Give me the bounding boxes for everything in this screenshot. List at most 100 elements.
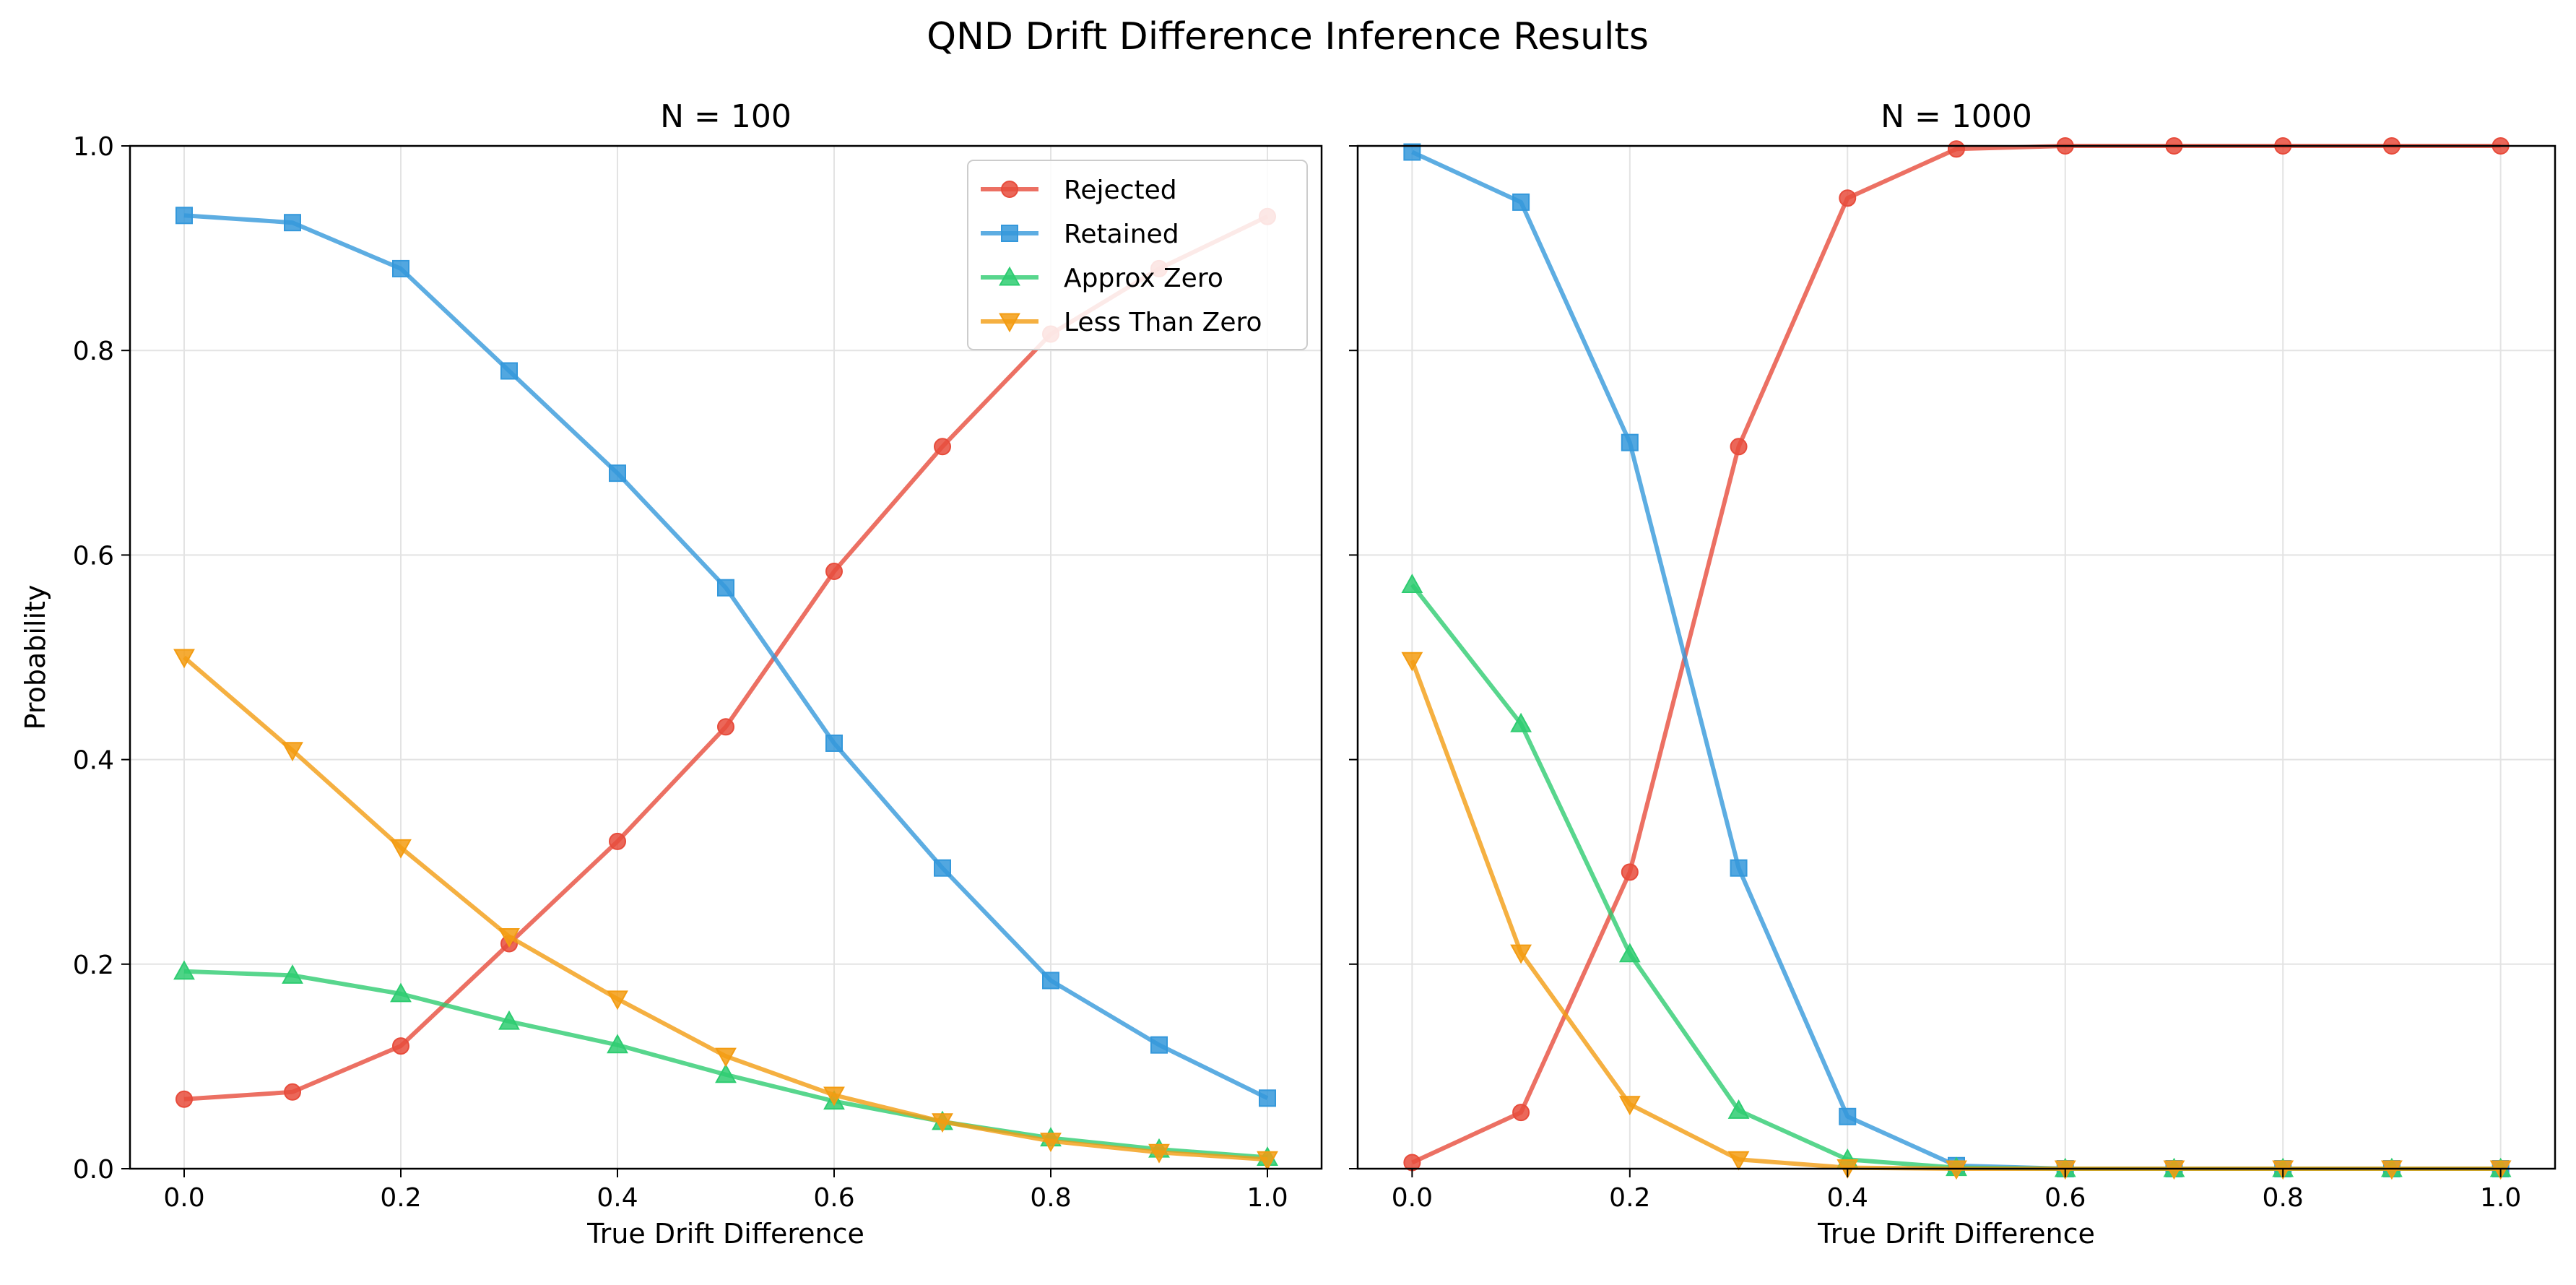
x-tick-label: 0.0 [1392,1183,1433,1213]
data-point [1042,972,1059,990]
data-point [1512,193,1530,211]
legend-label: Rejected [1064,176,1177,205]
data-point [609,832,626,850]
y-tick-label: 0.0 [73,1155,114,1185]
data-point [1510,944,1532,964]
data-point [175,1090,193,1108]
data-point [825,563,843,581]
legend-box [967,160,1308,350]
y-tick-label: 0.2 [73,951,114,980]
x-axis-label: True Drift Difference [586,1218,864,1250]
data-point [607,990,628,1011]
data-point [173,960,195,980]
data-point [823,1086,845,1107]
panel-1: 0.0 0.2 0.4 0.6 0.8 1.0 N = 1000 True Drift Dif… [1349,98,2557,1250]
data-point [934,438,951,456]
x-tick-label: 1.0 [1246,1183,1288,1213]
data-point [390,982,412,1003]
axes-frame [1356,144,2557,1170]
data-point [392,259,409,277]
grid [130,145,1322,1169]
data-point [717,718,734,736]
x-tick-label: 0.0 [163,1183,204,1213]
data-point [282,742,303,762]
data-point [715,1063,737,1083]
data-point [1839,189,1857,207]
y-tick-label: 0.6 [73,541,114,571]
x-tick-label: 0.2 [380,1183,421,1213]
data-point [1727,1099,1750,1119]
panel-0: 0.0 0.2 0.4 0.6 0.8 1.0 0.0 0.2 0.4 0.6 0.8 1.0 N = … [73,98,1323,1250]
figure-title: QND Drift Difference Inference Results [927,15,1649,59]
legend-marker [1001,225,1018,242]
data-point [390,839,412,859]
data-point [500,362,518,380]
legend-marker [999,266,1020,286]
y-axis-label: Probability [19,585,51,730]
data-point [1510,712,1532,732]
data-point [717,579,734,597]
data-point [2381,1160,2403,1180]
y-tick-label: 0.4 [73,746,114,776]
data-point [609,464,626,483]
data-point [1618,1096,1641,1116]
legend-label: Retained [1064,220,1179,249]
data-point [1403,143,1421,161]
panel-title: N = 1000 [1881,98,2032,135]
data-point [284,1083,301,1101]
x-tick-label: 0.4 [597,1183,638,1213]
data-point [498,928,520,948]
legend-label: Less Than Zero [1064,308,1262,337]
legend-label: Approx Zero [1064,264,1223,293]
series-less-than-zero [173,649,1278,1171]
data-point [607,1034,628,1054]
data-point [498,1010,520,1030]
data-point [282,964,303,984]
data-point [934,859,951,877]
y-tick-label: 0.8 [73,337,114,366]
x-tick-label: 0.4 [1827,1183,1868,1213]
x-tick-label: 0.6 [2044,1183,2086,1213]
data-point [1621,433,1639,451]
legend-marker [999,313,1020,333]
data-point [1401,652,1423,672]
data-point [1730,438,1748,456]
data-point [1946,1160,1967,1180]
data-point [1618,943,1641,963]
data-point [175,207,193,225]
data-point [1730,859,1748,877]
data-point [1839,1107,1857,1125]
x-tick-label: 0.8 [2263,1183,2304,1213]
series-retained [175,207,1276,1107]
data-point [173,649,195,669]
data-point [1148,1143,1170,1164]
x-tick-label: 0.8 [1030,1183,1071,1213]
data-point [1401,574,1423,594]
data-point [1040,1133,1062,1153]
data-point [1259,1089,1276,1107]
data-point [1727,1151,1750,1171]
data-point [1150,1036,1168,1054]
data-point [1512,1104,1530,1122]
data-point [284,214,301,232]
data-point [392,1037,409,1055]
x-tick-label: 0.6 [813,1183,854,1213]
data-point [1621,863,1639,881]
data-point [825,734,843,752]
chart-panels: 0.0 0.2 0.4 0.6 0.8 1.0 0.0 0.2 0.4 0.6 0.8 1.0 N = … [73,98,2557,1250]
x-tick-label: 1.0 [2480,1183,2521,1213]
legend: Rejected Retained Approx Zero Less Than Zer… [967,160,1308,350]
data-point [2163,1160,2185,1180]
data-point [932,1113,953,1133]
data-point [715,1047,737,1068]
data-point [1948,140,1965,158]
x-axis-label: True Drift Difference [1817,1218,2095,1250]
y-tick-label: 1.0 [73,132,114,162]
axes-frame [129,144,1323,1170]
legend-marker [1001,181,1018,198]
data-point [1257,1151,1278,1171]
x-tick-label: 0.2 [1609,1183,1650,1213]
panel-title: N = 100 [660,98,792,135]
